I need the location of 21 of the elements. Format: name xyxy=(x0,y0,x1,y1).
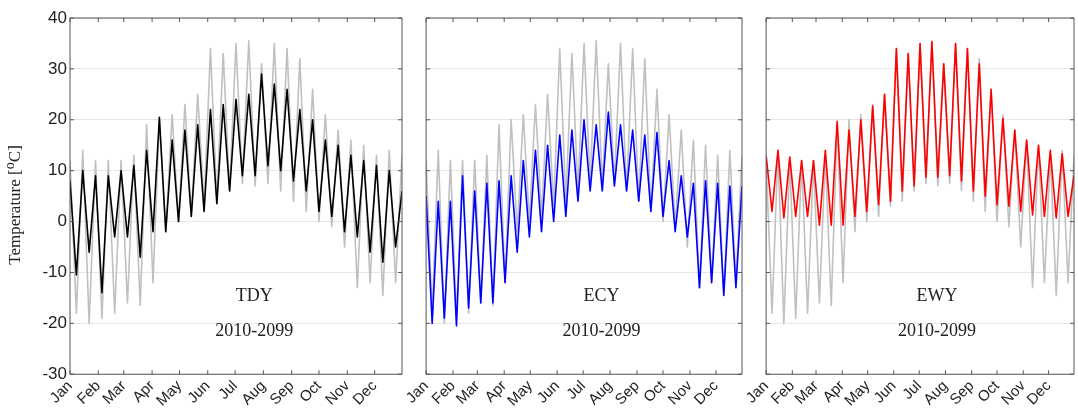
x-tick-label: May xyxy=(152,376,185,409)
annotation: TDY xyxy=(235,284,273,305)
y-tick-label: 40 xyxy=(48,7,67,27)
y-tick-label: -20 xyxy=(42,313,67,333)
y-tick-label: 10 xyxy=(48,160,67,180)
annotation: 2010-2099 xyxy=(215,320,294,341)
y-tick-label: 0 xyxy=(57,211,67,231)
y-tick-label: 20 xyxy=(48,109,67,129)
x-tick-label: Dec xyxy=(690,376,722,408)
annotation: EWY xyxy=(916,284,958,305)
x-tick-label: Jun xyxy=(533,376,563,406)
annotation: 2010-2099 xyxy=(562,320,641,341)
x-tick-label: Jul xyxy=(898,376,925,403)
x-tick-label: Jun xyxy=(183,376,213,406)
x-tick-label: Jun xyxy=(869,376,899,406)
y-tick-label: -30 xyxy=(42,363,67,383)
annotation: 2010-2099 xyxy=(897,320,976,341)
y-tick-label: -10 xyxy=(42,262,67,282)
x-tick-label: Oct xyxy=(639,376,669,406)
y-tick-label: 30 xyxy=(48,58,67,78)
annotation: ECY xyxy=(583,284,620,305)
